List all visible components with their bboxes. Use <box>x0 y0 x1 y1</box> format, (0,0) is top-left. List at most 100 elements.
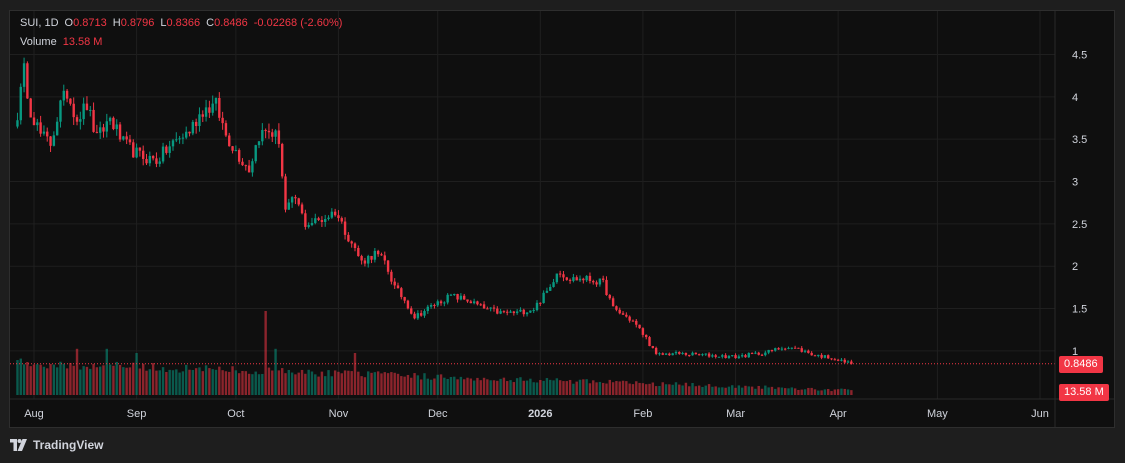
candle-body[interactable] <box>165 146 168 153</box>
candle-body[interactable] <box>49 136 52 146</box>
candle-body[interactable] <box>711 355 714 357</box>
candle-body[interactable] <box>370 255 373 260</box>
candle-body[interactable] <box>721 355 724 357</box>
candle-body[interactable] <box>585 275 588 281</box>
candle-body[interactable] <box>98 127 102 133</box>
candle-body[interactable] <box>413 313 416 319</box>
candle-body[interactable] <box>800 348 803 352</box>
candle-body[interactable] <box>850 361 853 364</box>
candle-body[interactable] <box>678 352 681 354</box>
candle-body[interactable] <box>274 130 277 137</box>
candle-body[interactable] <box>59 100 62 122</box>
candle-body[interactable] <box>717 356 721 358</box>
candle-body[interactable] <box>764 352 767 356</box>
candle-body[interactable] <box>287 202 291 210</box>
candle-body[interactable] <box>595 282 598 285</box>
candle-body[interactable] <box>684 352 688 355</box>
candle-body[interactable] <box>479 304 482 306</box>
candle-body[interactable] <box>42 131 46 134</box>
candle-body[interactable] <box>294 197 297 199</box>
candle-body[interactable] <box>72 103 75 118</box>
candle-body[interactable] <box>237 150 241 162</box>
candle-body[interactable] <box>314 218 317 223</box>
candle-body[interactable] <box>562 274 565 278</box>
candle-body[interactable] <box>783 348 787 350</box>
candle-body[interactable] <box>39 122 42 134</box>
candle-body[interactable] <box>244 165 247 167</box>
candle-body[interactable] <box>257 141 261 146</box>
candle-body[interactable] <box>459 295 463 300</box>
candle-body[interactable] <box>555 273 559 283</box>
candle-body[interactable] <box>549 287 552 291</box>
candle-body[interactable] <box>251 161 254 173</box>
candle-body[interactable] <box>770 349 774 351</box>
symbol-label[interactable]: SUI, 1D <box>20 17 59 29</box>
candle-body[interactable] <box>52 135 56 146</box>
candle-body[interactable] <box>175 139 178 141</box>
candle-body[interactable] <box>429 305 433 307</box>
candle-body[interactable] <box>300 204 304 214</box>
candle-body[interactable] <box>393 281 396 286</box>
candle-body[interactable] <box>330 211 334 218</box>
candle-body[interactable] <box>535 302 539 311</box>
candle-body[interactable] <box>827 355 830 359</box>
candle-body[interactable] <box>724 355 727 359</box>
candle-body[interactable] <box>790 347 794 349</box>
candle-body[interactable] <box>261 130 264 142</box>
tradingview-logo[interactable]: TradingView <box>10 436 103 454</box>
candle-body[interactable] <box>277 130 281 144</box>
candle-body[interactable] <box>138 147 142 151</box>
candle-body[interactable] <box>750 353 754 355</box>
candle-body[interactable] <box>542 292 545 303</box>
candle-body[interactable] <box>188 131 191 134</box>
candle-body[interactable] <box>386 260 390 272</box>
candle-body[interactable] <box>112 117 115 130</box>
candle-body[interactable] <box>320 220 324 222</box>
candle-body[interactable] <box>638 324 641 329</box>
candle-body[interactable] <box>813 355 817 357</box>
candle-body[interactable] <box>16 120 19 127</box>
candle-body[interactable] <box>400 288 403 298</box>
candle-body[interactable] <box>410 308 413 314</box>
candle-body[interactable] <box>486 308 489 310</box>
chart-canvas[interactable]: 1 1.5 2 2.5 3 3.5 4 4.5 Aug Sep Oct Nov Dec 2026 Feb Ma… <box>10 11 1114 427</box>
candle-body[interactable] <box>234 150 238 152</box>
candle-body[interactable] <box>115 124 118 130</box>
candle-body[interactable] <box>32 117 36 126</box>
candle-body[interactable] <box>558 273 562 275</box>
candle-body[interactable] <box>446 294 449 303</box>
candle-body[interactable] <box>132 142 135 158</box>
candle-body[interactable] <box>694 352 698 355</box>
candle-body[interactable] <box>224 123 228 136</box>
candle-body[interactable] <box>681 352 684 354</box>
candle-body[interactable] <box>85 103 89 111</box>
candle-body[interactable] <box>512 311 516 314</box>
candle-body[interactable] <box>525 312 529 315</box>
candle-body[interactable] <box>843 359 846 363</box>
candle-body[interactable] <box>75 117 79 122</box>
candle-body[interactable] <box>254 145 257 162</box>
candle-body[interactable] <box>353 243 357 249</box>
candle-body[interactable] <box>664 353 668 355</box>
candle-body[interactable] <box>343 221 347 235</box>
candle-body[interactable] <box>691 352 694 356</box>
candle-body[interactable] <box>836 359 840 361</box>
candle-body[interactable] <box>697 354 701 356</box>
candle-body[interactable] <box>380 254 383 256</box>
candle-body[interactable] <box>628 316 631 321</box>
candle-body[interactable] <box>264 130 267 132</box>
candle-body[interactable] <box>95 131 99 133</box>
candle-body[interactable] <box>658 353 661 355</box>
candle-body[interactable] <box>128 139 132 143</box>
candle-body[interactable] <box>704 353 707 355</box>
candle-body[interactable] <box>592 281 595 283</box>
candle-body[interactable] <box>284 176 287 210</box>
candle-body[interactable] <box>472 301 476 304</box>
candle-body[interactable] <box>204 107 208 117</box>
candle-body[interactable] <box>565 277 568 280</box>
candle-body[interactable] <box>26 63 29 99</box>
candle-body[interactable] <box>214 97 218 104</box>
candle-body[interactable] <box>767 349 770 353</box>
candle-body[interactable] <box>515 311 519 314</box>
candle-body[interactable] <box>211 103 214 113</box>
